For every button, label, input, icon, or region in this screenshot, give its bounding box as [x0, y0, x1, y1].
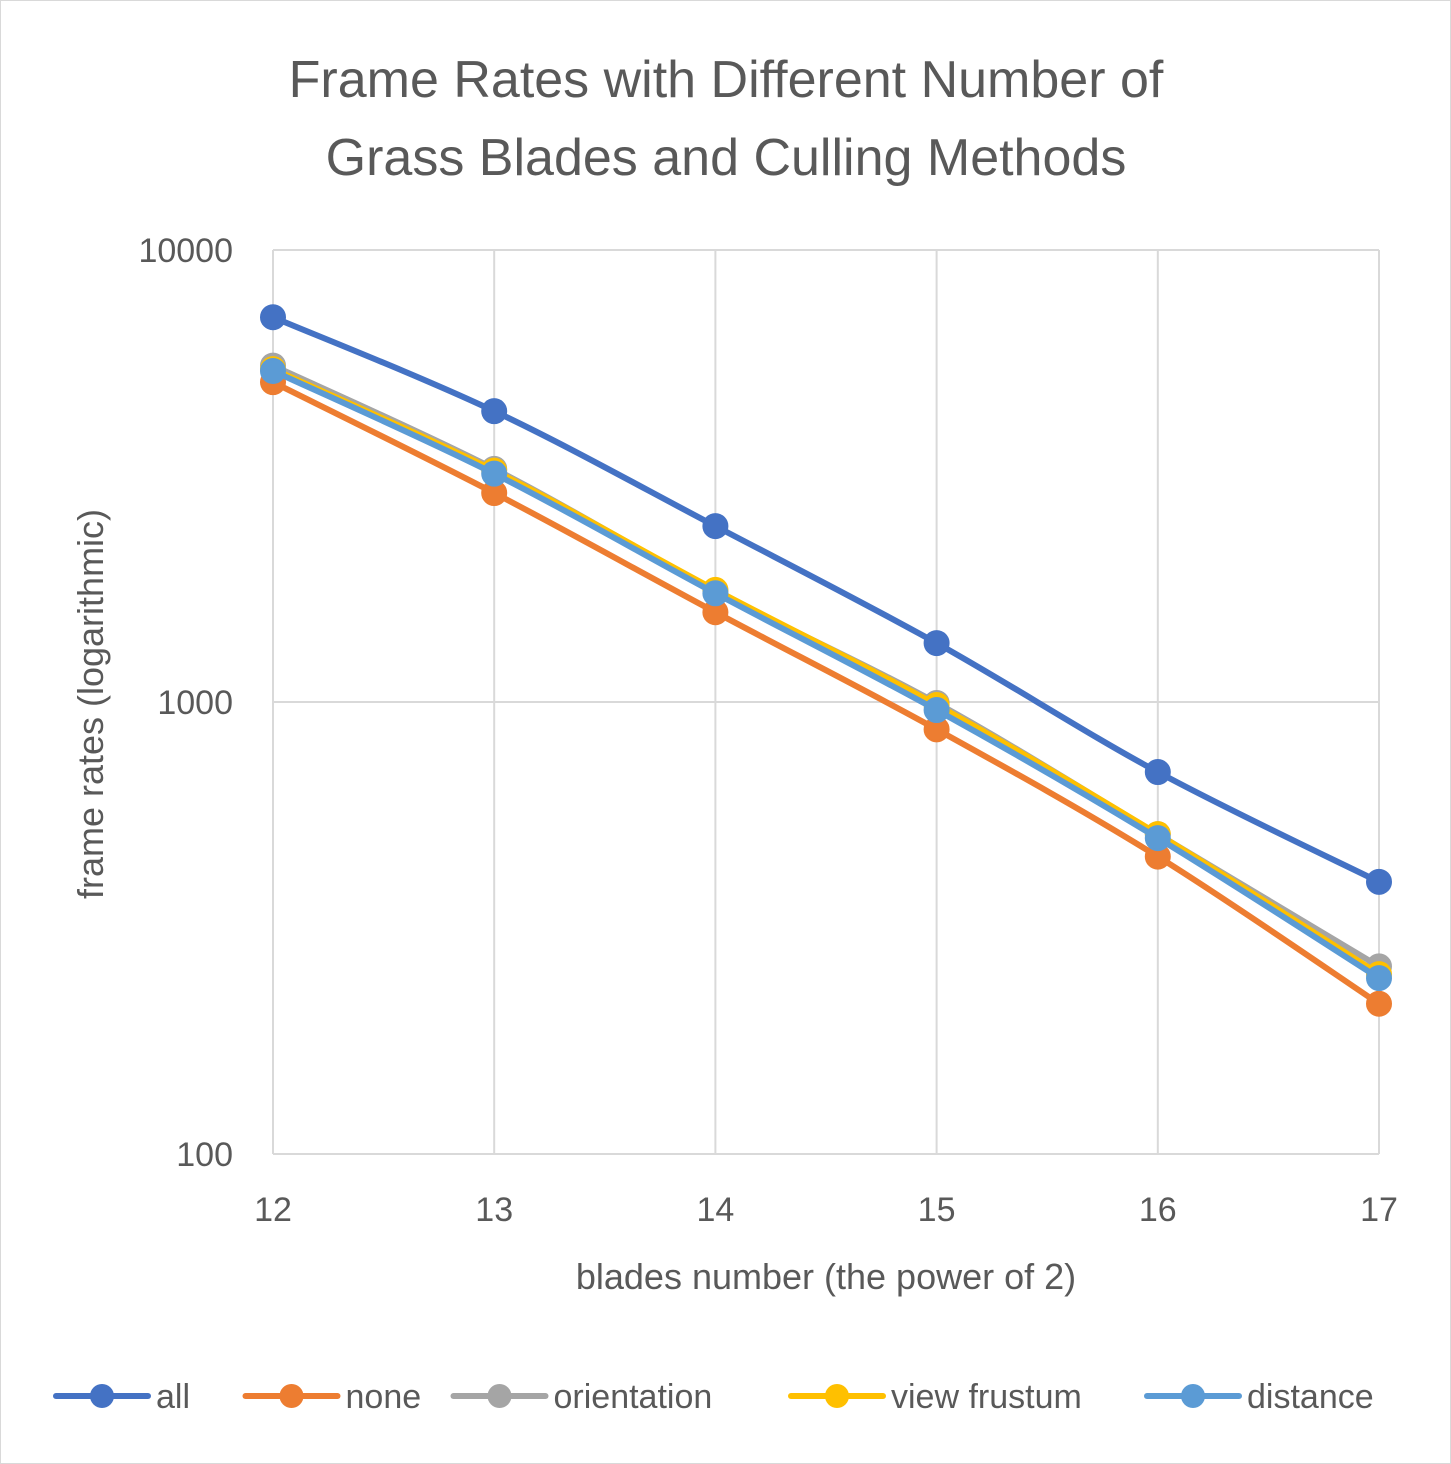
x-tick-label: 13: [475, 1191, 513, 1229]
series-line: [270, 379, 1382, 1007]
x-axis-tick-labels: 12 13 14 15 16 17: [254, 1191, 1398, 1229]
legend-item-all[interactable]: all: [53, 1378, 190, 1416]
legend-swatch-marker: [90, 1384, 114, 1408]
legend-swatch-marker: [1181, 1384, 1205, 1408]
data-point: [1366, 868, 1392, 895]
x-tick-label: 12: [254, 1191, 292, 1229]
series-line: [270, 362, 1382, 970]
series-all: [260, 304, 1392, 895]
series-orientation: [260, 352, 1392, 980]
legend-label: distance: [1247, 1378, 1374, 1416]
data-point: [702, 580, 729, 607]
series-none: [260, 369, 1392, 1017]
series-distance: [260, 357, 1392, 992]
data-point: [481, 460, 508, 487]
data-point: [260, 304, 286, 331]
chart-title: Frame Rates with Different Number of Gra…: [289, 51, 1164, 187]
series-line: [270, 367, 1382, 982]
legend-swatch-marker: [279, 1384, 304, 1408]
y-axis-title: frame rates (logarithmic): [70, 509, 111, 899]
data-point: [1366, 965, 1392, 992]
legend-item-orientation[interactable]: orientation: [450, 1378, 713, 1416]
x-tick-label: 15: [918, 1191, 956, 1229]
y-axis-tick-labels: 10000 1000 100: [138, 232, 233, 1174]
data-point: [260, 357, 286, 384]
x-tick-label: 14: [696, 1191, 734, 1229]
y-tick-label: 100: [176, 1136, 233, 1174]
data-point: [481, 398, 508, 425]
legend-label: view frustum: [891, 1378, 1082, 1416]
legend-label: none: [346, 1378, 422, 1416]
legend-label: all: [156, 1378, 190, 1416]
data-series: [260, 304, 1392, 1017]
chart-title-line-1: Frame Rates with Different Number of: [289, 51, 1164, 109]
series-line: [270, 314, 1382, 885]
legend-item-none[interactable]: none: [242, 1378, 422, 1416]
legend-item-view-frustum[interactable]: view frustum: [788, 1378, 1082, 1416]
x-tick-label: 16: [1139, 1191, 1177, 1229]
data-point: [923, 697, 950, 724]
data-point: [1366, 990, 1392, 1017]
data-point: [923, 630, 950, 657]
y-tick-label: 10000: [138, 232, 233, 270]
legend-swatch-marker: [825, 1384, 849, 1408]
data-point: [1144, 759, 1171, 786]
legend-swatch-marker: [487, 1384, 512, 1408]
data-point: [702, 513, 729, 540]
legend[interactable]: all none orientation view frustum distance: [53, 1378, 1374, 1416]
legend-item-distance[interactable]: distance: [1144, 1378, 1374, 1416]
y-tick-label: 1000: [157, 684, 233, 722]
x-tick-label: 17: [1360, 1191, 1398, 1229]
x-axis-title: blades number (the power of 2): [576, 1256, 1076, 1297]
data-point: [1144, 825, 1171, 852]
chart-title-line-2: Grass Blades and Culling Methods: [326, 129, 1127, 187]
legend-label: orientation: [554, 1378, 713, 1416]
